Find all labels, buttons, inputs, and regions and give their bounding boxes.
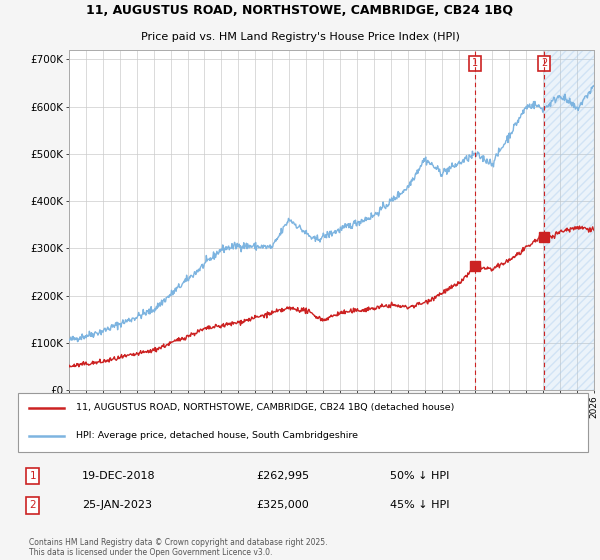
Text: 1: 1: [29, 471, 36, 481]
Text: 1: 1: [472, 58, 479, 68]
Text: 25-JAN-2023: 25-JAN-2023: [82, 501, 152, 510]
Text: 11, AUGUSTUS ROAD, NORTHSTOWE, CAMBRIDGE, CB24 1BQ (detached house): 11, AUGUSTUS ROAD, NORTHSTOWE, CAMBRIDGE…: [76, 403, 454, 412]
Text: 11, AUGUSTUS ROAD, NORTHSTOWE, CAMBRIDGE, CB24 1BQ: 11, AUGUSTUS ROAD, NORTHSTOWE, CAMBRIDGE…: [86, 3, 514, 16]
Text: £325,000: £325,000: [256, 501, 309, 510]
Bar: [544, 50, 594, 390]
Text: 45% ↓ HPI: 45% ↓ HPI: [391, 501, 450, 510]
Text: Contains HM Land Registry data © Crown copyright and database right 2025.
This d: Contains HM Land Registry data © Crown c…: [29, 538, 328, 557]
Text: 2: 2: [541, 58, 548, 68]
Text: 2: 2: [29, 501, 36, 510]
Text: HPI: Average price, detached house, South Cambridgeshire: HPI: Average price, detached house, Sout…: [76, 431, 358, 440]
Text: Price paid vs. HM Land Registry's House Price Index (HPI): Price paid vs. HM Land Registry's House …: [140, 32, 460, 43]
Bar: [544, 50, 594, 390]
FancyBboxPatch shape: [18, 393, 588, 452]
Text: £262,995: £262,995: [256, 471, 310, 481]
Text: 50% ↓ HPI: 50% ↓ HPI: [391, 471, 449, 481]
Text: 19-DEC-2018: 19-DEC-2018: [82, 471, 155, 481]
